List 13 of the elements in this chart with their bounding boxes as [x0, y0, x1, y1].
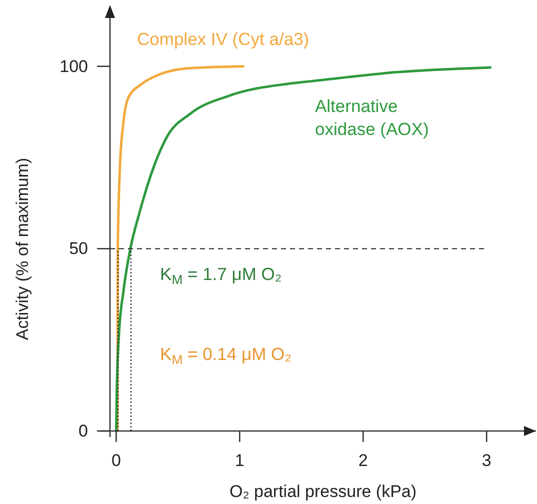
x-tick-label: 2 — [358, 451, 368, 470]
y-axis-title: Activity (% of maximum) — [13, 158, 32, 340]
x-axis-title: O₂ partial pressure (kPa) — [229, 482, 417, 501]
x-tick-label: 0 — [111, 451, 121, 470]
y-tick-label: 0 — [78, 422, 88, 440]
series-label: Complex IV (Cyt a/a3) — [137, 29, 310, 49]
annotation: K$_{M}$ = 1.7 μM O₂ — [160, 264, 282, 287]
series-label: Alternative oxidase (AOX) — [315, 96, 429, 139]
annotation: K$_{M}$ = 0.14 μM O₂ — [160, 344, 292, 367]
x-tick-label: 3 — [482, 451, 492, 470]
y-tick-label: 50 — [69, 239, 88, 258]
x-tick-label: 1 — [234, 451, 244, 470]
y-tick-label: 100 — [60, 56, 88, 76]
